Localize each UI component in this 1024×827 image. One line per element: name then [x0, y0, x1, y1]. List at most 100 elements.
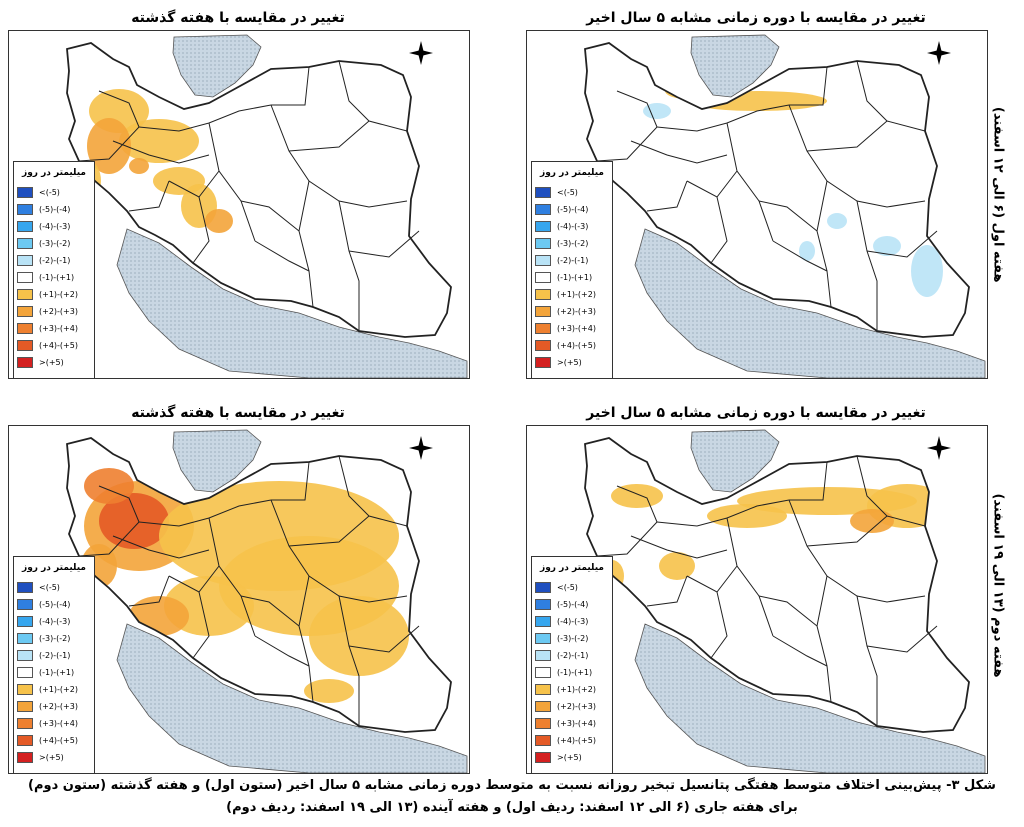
legend-label: (+2)-(+3): [557, 702, 596, 711]
legend-label: (-1)-(+1): [39, 668, 75, 677]
legend-item: (+2)-(+3): [535, 303, 609, 320]
legend-label: >(+5): [39, 753, 64, 762]
legend-swatch: [17, 718, 33, 729]
legend-item: (+4)-(+5): [535, 732, 609, 749]
iran-landmass: [67, 43, 451, 337]
legend: میلیمتر در روز <(-5) (-5)-(-4) (-4)-(-3) (-3…: [531, 556, 613, 773]
legend-swatch: [17, 701, 33, 712]
anomaly-area: [304, 679, 354, 703]
panel-title-top-right: تغییر در مقایسه با دوره زمانی مشابه ۵ سا…: [586, 10, 926, 26]
province-border: [596, 126, 658, 162]
province-border: [192, 196, 210, 264]
province-border: [288, 515, 370, 547]
legend-swatch: [535, 289, 551, 300]
legend-item: (-4)-(-3): [535, 218, 609, 235]
legend-item: (-4)-(-3): [17, 218, 91, 235]
map-panel-top-left: میلیمتر در روز <(-5) (-5)-(-4) (-4)-(-3) (-3…: [8, 30, 470, 379]
legend-label: (+1)-(+2): [557, 290, 596, 299]
province-border: [78, 126, 140, 162]
legend-swatch: [535, 718, 551, 729]
legend-item: <(-5): [535, 184, 609, 201]
figure-caption-line-2: برای هفته جاری (۶ الی ۱۲ اسفند: ردیف اول…: [226, 800, 798, 815]
legend-item: (-3)-(-2): [535, 630, 609, 647]
legend-label: (+3)-(+4): [557, 324, 596, 333]
anomaly-area: [84, 468, 134, 504]
anomaly-area: [309, 596, 409, 676]
legend-item: (+1)-(+2): [17, 681, 91, 698]
legend-label: (-5)-(-4): [39, 205, 71, 214]
legend-swatch: [535, 272, 551, 283]
legend-label: (-4)-(-3): [557, 617, 589, 626]
legend-label: <(-5): [39, 583, 60, 592]
legend-swatch: [17, 204, 33, 215]
legend-label: (+1)-(+2): [39, 685, 78, 694]
legend-label: (+4)-(+5): [39, 341, 78, 350]
province-border: [98, 485, 140, 523]
legend-swatch: [17, 221, 33, 232]
legend-label: <(-5): [557, 583, 578, 592]
north-arrow-icon: [927, 41, 951, 65]
panel-title-bottom-left: تغییر در مقایسه با هفته گذشته: [131, 405, 345, 421]
legend-item: (-3)-(-2): [17, 235, 91, 252]
panel-title-top-left: تغییر در مقایسه با هفته گذشته: [131, 10, 345, 26]
map-panel-top-right: میلیمتر در روز <(-5) (-5)-(-4) (-4)-(-3) (-3…: [526, 30, 988, 379]
legend-label: >(+5): [557, 358, 582, 367]
legend-item: (+2)-(+3): [535, 698, 609, 715]
legend-label: (-2)-(-1): [557, 256, 589, 265]
province-border: [816, 180, 832, 308]
province-border: [772, 240, 828, 272]
legend-item: (+1)-(+2): [17, 286, 91, 303]
legend-item: >(+5): [17, 749, 91, 766]
province-border: [254, 240, 310, 272]
legend-label: (+4)-(+5): [39, 736, 78, 745]
legend-label: (-5)-(-4): [39, 600, 71, 609]
legend-item: (+4)-(+5): [535, 337, 609, 354]
province-border: [646, 180, 688, 212]
anomaly-area: [611, 484, 663, 508]
legend-title: میلیمتر در روز: [540, 168, 604, 178]
legend-swatch: [17, 735, 33, 746]
province-border: [788, 499, 926, 603]
country-border: [584, 42, 970, 338]
province-boundaries: [78, 455, 420, 726]
province-border: [348, 625, 420, 653]
legend: میلیمتر در روز <(-5) (-5)-(-4) (-4)-(-3) (-3…: [531, 161, 613, 378]
province-border: [288, 120, 370, 152]
province-border: [98, 90, 140, 128]
legend-label: (-3)-(-2): [39, 634, 71, 643]
legend-swatch: [17, 306, 33, 317]
province-border: [270, 499, 408, 603]
legend-label: (-3)-(-2): [557, 634, 589, 643]
legend-label: (-4)-(-3): [557, 222, 589, 231]
persian-gulf-sea: [634, 623, 986, 773]
province-boundaries: [596, 455, 938, 726]
legend-item: (-5)-(-4): [535, 201, 609, 218]
province-border: [270, 104, 408, 208]
legend-item: (-3)-(-2): [535, 235, 609, 252]
legend-swatch: [17, 340, 33, 351]
legend-swatch: [17, 684, 33, 695]
legend-swatch: [17, 650, 33, 661]
legend-label: (-2)-(-1): [39, 256, 71, 265]
province-border: [254, 635, 310, 667]
legend-swatch: [17, 752, 33, 763]
legend-label: (-4)-(-3): [39, 222, 71, 231]
province-border: [112, 535, 210, 559]
province-border: [338, 455, 408, 527]
legend-item: (+3)-(+4): [535, 320, 609, 337]
legend-swatch: [535, 187, 551, 198]
anomaly-area: [911, 245, 943, 297]
anomaly-area: [119, 119, 199, 163]
legend-label: (-2)-(-1): [557, 651, 589, 660]
legend-label: (+1)-(+2): [39, 290, 78, 299]
legend-swatch: [535, 650, 551, 661]
legend-item: (+1)-(+2): [535, 681, 609, 698]
legend-swatch: [535, 306, 551, 317]
province-border: [726, 122, 774, 242]
north-arrow-icon: [409, 41, 433, 65]
legend-label: (-5)-(-4): [557, 600, 589, 609]
legend-label: (-2)-(-1): [39, 651, 71, 660]
legend-swatch: [17, 582, 33, 593]
legend-label: (-1)-(+1): [39, 273, 75, 282]
legend-label: (-3)-(-2): [39, 239, 71, 248]
